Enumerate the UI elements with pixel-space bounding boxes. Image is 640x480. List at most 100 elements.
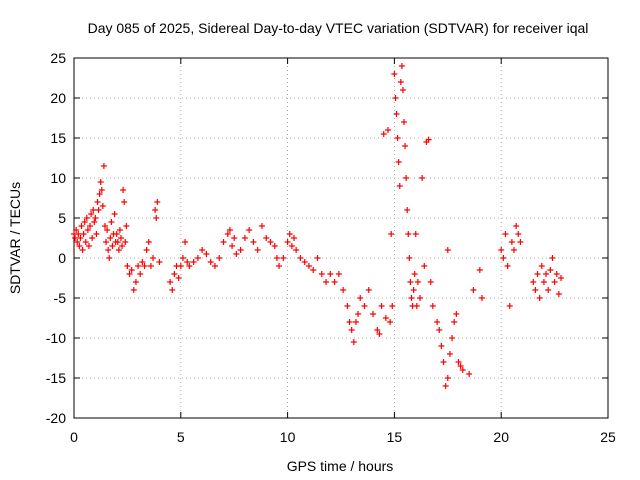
- data-point: [211, 263, 218, 269]
- data-point: [457, 363, 464, 369]
- data-point: [543, 271, 550, 277]
- data-point: [392, 95, 399, 101]
- data-point: [374, 327, 381, 333]
- data-point: [207, 259, 214, 265]
- y-tick-label: 25: [50, 50, 66, 66]
- data-point: [156, 259, 163, 265]
- data-point: [98, 187, 105, 193]
- data-point: [425, 136, 432, 143]
- data-point: [396, 183, 403, 189]
- data-point: [122, 239, 129, 245]
- data-point: [74, 239, 81, 245]
- data-point: [408, 295, 415, 301]
- data-point: [444, 375, 451, 381]
- data-point: [405, 231, 412, 237]
- data-point: [114, 239, 121, 245]
- data-point: [154, 199, 161, 205]
- x-tick-label: 5: [177, 429, 185, 445]
- data-point: [453, 311, 460, 317]
- data-point: [449, 335, 456, 341]
- data-point: [291, 235, 298, 241]
- data-point: [91, 219, 98, 225]
- data-point: [346, 319, 353, 325]
- data-point: [254, 247, 261, 253]
- data-point: [513, 223, 520, 229]
- data-point: [73, 227, 80, 233]
- data-point: [402, 143, 409, 149]
- data-point: [100, 163, 107, 169]
- data-point: [331, 279, 338, 285]
- data-point: [365, 287, 372, 293]
- data-point: [378, 303, 385, 309]
- data-point: [394, 135, 401, 141]
- data-point: [417, 295, 424, 301]
- data-point: [388, 231, 395, 237]
- data-point: [327, 271, 334, 277]
- data-point: [547, 267, 554, 273]
- y-tick-label: 20: [50, 90, 66, 106]
- data-point: [555, 291, 562, 297]
- data-point: [434, 319, 441, 325]
- data-point: [413, 303, 420, 309]
- data-point: [398, 63, 405, 69]
- data-point: [85, 243, 92, 249]
- data-point: [515, 231, 522, 237]
- data-point: [451, 319, 458, 325]
- data-point: [82, 239, 89, 245]
- data-point: [90, 207, 97, 213]
- data-point: [89, 235, 96, 241]
- data-point: [101, 223, 108, 229]
- data-point: [241, 235, 248, 241]
- data-point: [344, 303, 351, 309]
- x-tick-label: 10: [280, 429, 296, 445]
- data-point: [532, 287, 539, 293]
- data-point: [263, 235, 270, 241]
- y-axis-label: SDTVAR / TECUs: [7, 182, 23, 294]
- data-point: [124, 263, 131, 269]
- data-point: [440, 359, 447, 365]
- data-point: [153, 215, 160, 221]
- data-point: [120, 187, 127, 193]
- data-point: [72, 235, 79, 241]
- data-point: [203, 251, 210, 257]
- data-point: [92, 215, 99, 221]
- data-point: [530, 279, 537, 285]
- data-point: [350, 339, 357, 345]
- data-point: [171, 271, 178, 277]
- chart-title: Day 085 of 2025, Sidereal Day-to-day VTE…: [88, 20, 589, 36]
- data-point: [310, 267, 317, 273]
- x-tick-label: 0: [70, 429, 78, 445]
- data-point: [109, 243, 116, 249]
- data-point: [410, 287, 417, 293]
- data-point: [504, 263, 511, 269]
- data-point: [184, 259, 191, 265]
- data-point: [150, 255, 157, 261]
- data-point: [121, 199, 128, 205]
- data-point: [132, 279, 139, 285]
- data-point: [167, 279, 174, 285]
- data-point: [224, 231, 231, 237]
- data-point: [96, 191, 103, 197]
- data-point: [301, 259, 308, 265]
- data-point: [459, 367, 466, 373]
- x-tick-label: 15: [387, 429, 403, 445]
- data-point: [506, 303, 513, 309]
- data-point: [271, 243, 278, 249]
- data-point: [83, 215, 90, 221]
- data-point: [169, 287, 176, 293]
- data-point: [123, 223, 130, 229]
- data-point: [382, 315, 389, 321]
- data-point: [233, 251, 240, 257]
- data-point: [407, 279, 414, 285]
- y-tick-label: 15: [50, 130, 66, 146]
- data-point: [216, 255, 223, 261]
- data-point: [288, 243, 295, 249]
- data-point: [80, 231, 87, 237]
- data-point: [194, 255, 201, 261]
- y-tick-label: -15: [46, 370, 66, 386]
- y-tick-label: 5: [58, 210, 66, 226]
- data-point: [135, 263, 142, 269]
- data-point: [406, 255, 413, 261]
- y-tick-label: -5: [54, 290, 67, 306]
